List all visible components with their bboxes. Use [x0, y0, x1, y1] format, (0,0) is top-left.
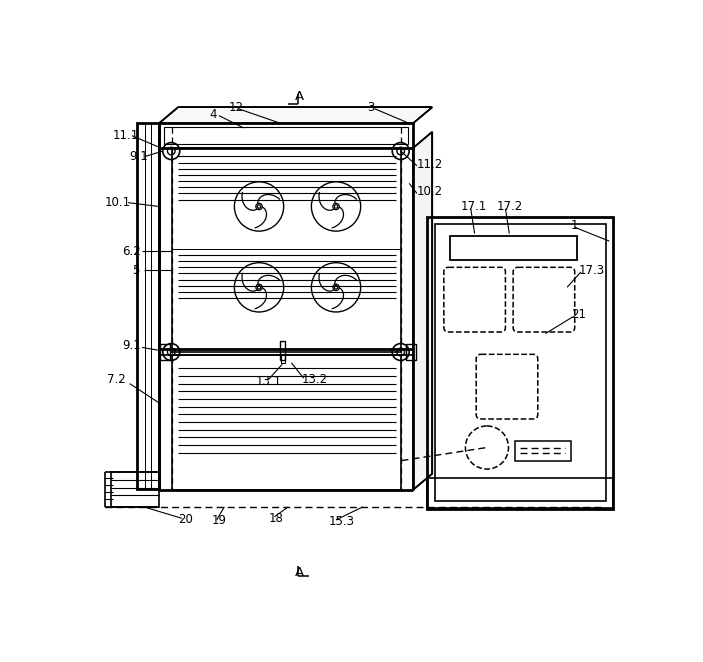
Text: 9.1: 9.1	[122, 338, 141, 352]
Bar	[434, 224, 605, 501]
Text: 15.3: 15.3	[328, 515, 354, 528]
Bar	[137, 123, 159, 489]
Text: 10.2: 10.2	[417, 185, 443, 197]
Bar	[427, 479, 613, 508]
Text: 5: 5	[132, 264, 139, 277]
Bar	[172, 148, 401, 352]
Text: 4: 4	[209, 108, 217, 120]
Text: 11.2: 11.2	[417, 158, 443, 171]
Text: 7.2: 7.2	[107, 373, 125, 386]
Text: 13.2: 13.2	[302, 373, 328, 386]
Bar	[172, 355, 401, 490]
Text: A: A	[295, 90, 304, 103]
Bar	[450, 236, 577, 260]
Text: 17.2: 17.2	[496, 200, 522, 213]
Text: 12: 12	[228, 101, 243, 114]
Text: 11.1: 11.1	[112, 129, 139, 142]
Text: 6.2: 6.2	[122, 245, 141, 258]
Bar	[427, 216, 613, 509]
Bar	[515, 441, 571, 461]
Text: 17.1: 17.1	[460, 200, 487, 213]
Text: 9.1: 9.1	[129, 150, 148, 163]
Bar	[160, 344, 171, 361]
Bar	[165, 127, 408, 144]
Bar	[280, 341, 285, 361]
Bar	[406, 344, 416, 361]
Text: 10.1: 10.1	[105, 196, 131, 209]
Text: 18: 18	[269, 512, 284, 525]
Text: A: A	[295, 566, 304, 579]
Text: 1: 1	[571, 219, 579, 232]
Bar	[111, 472, 159, 507]
Text: 13.1: 13.1	[255, 375, 281, 388]
Bar	[281, 355, 285, 363]
Polygon shape	[413, 132, 432, 490]
Text: 17.3: 17.3	[579, 264, 605, 277]
Bar	[159, 123, 413, 148]
Text: 20: 20	[178, 513, 193, 526]
Polygon shape	[159, 107, 432, 123]
Text: 3: 3	[367, 101, 374, 114]
Text: 21: 21	[571, 308, 586, 321]
Text: 19: 19	[212, 514, 226, 527]
